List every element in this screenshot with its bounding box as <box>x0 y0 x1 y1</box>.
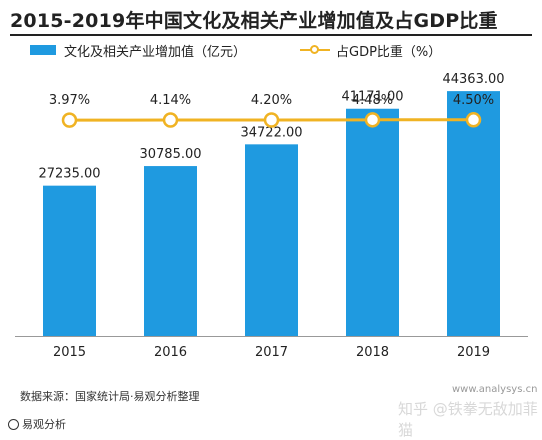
x-tick-label-2016: 2016 <box>154 345 187 360</box>
bar-2016 <box>144 166 197 336</box>
line-value-label-2016: 4.14% <box>150 93 191 108</box>
x-tick-label-2015: 2015 <box>53 345 86 360</box>
line-value-label-2019: 4.50% <box>453 93 494 108</box>
line-value-label-2017: 4.20% <box>251 93 292 108</box>
line-value-label-2018: 4.48% <box>352 93 393 108</box>
footer-logo-text: 易观分析 <box>22 416 66 432</box>
line-point-2018 <box>366 113 379 126</box>
line-point-2015 <box>63 114 76 127</box>
bar-value-label-2019: 44363.00 <box>442 72 504 87</box>
x-tick-label-2019: 2019 <box>457 345 490 360</box>
line-point-2016 <box>164 114 177 127</box>
bar-2017 <box>245 144 298 336</box>
data-source-note: 数据来源：国家统计局·易观分析整理 <box>20 388 200 404</box>
bar-2019 <box>447 91 500 336</box>
line-point-2017 <box>265 114 278 127</box>
logo-icon <box>8 419 19 430</box>
footer-logo: 易观分析 <box>8 416 66 432</box>
line-point-2019 <box>467 113 480 126</box>
bar-value-label-2016: 30785.00 <box>139 147 201 162</box>
line-value-label-2015: 3.97% <box>49 93 90 108</box>
watermark-text: 知乎 @铁拳无敌加菲猫 <box>398 398 542 440</box>
watermark-url: www.analysys.cn <box>452 384 537 395</box>
bar-value-label-2015: 27235.00 <box>38 167 100 182</box>
bar-2018 <box>346 109 399 336</box>
bar-2015 <box>43 186 96 336</box>
x-tick-label-2017: 2017 <box>255 345 288 360</box>
x-tick-label-2018: 2018 <box>356 345 389 360</box>
